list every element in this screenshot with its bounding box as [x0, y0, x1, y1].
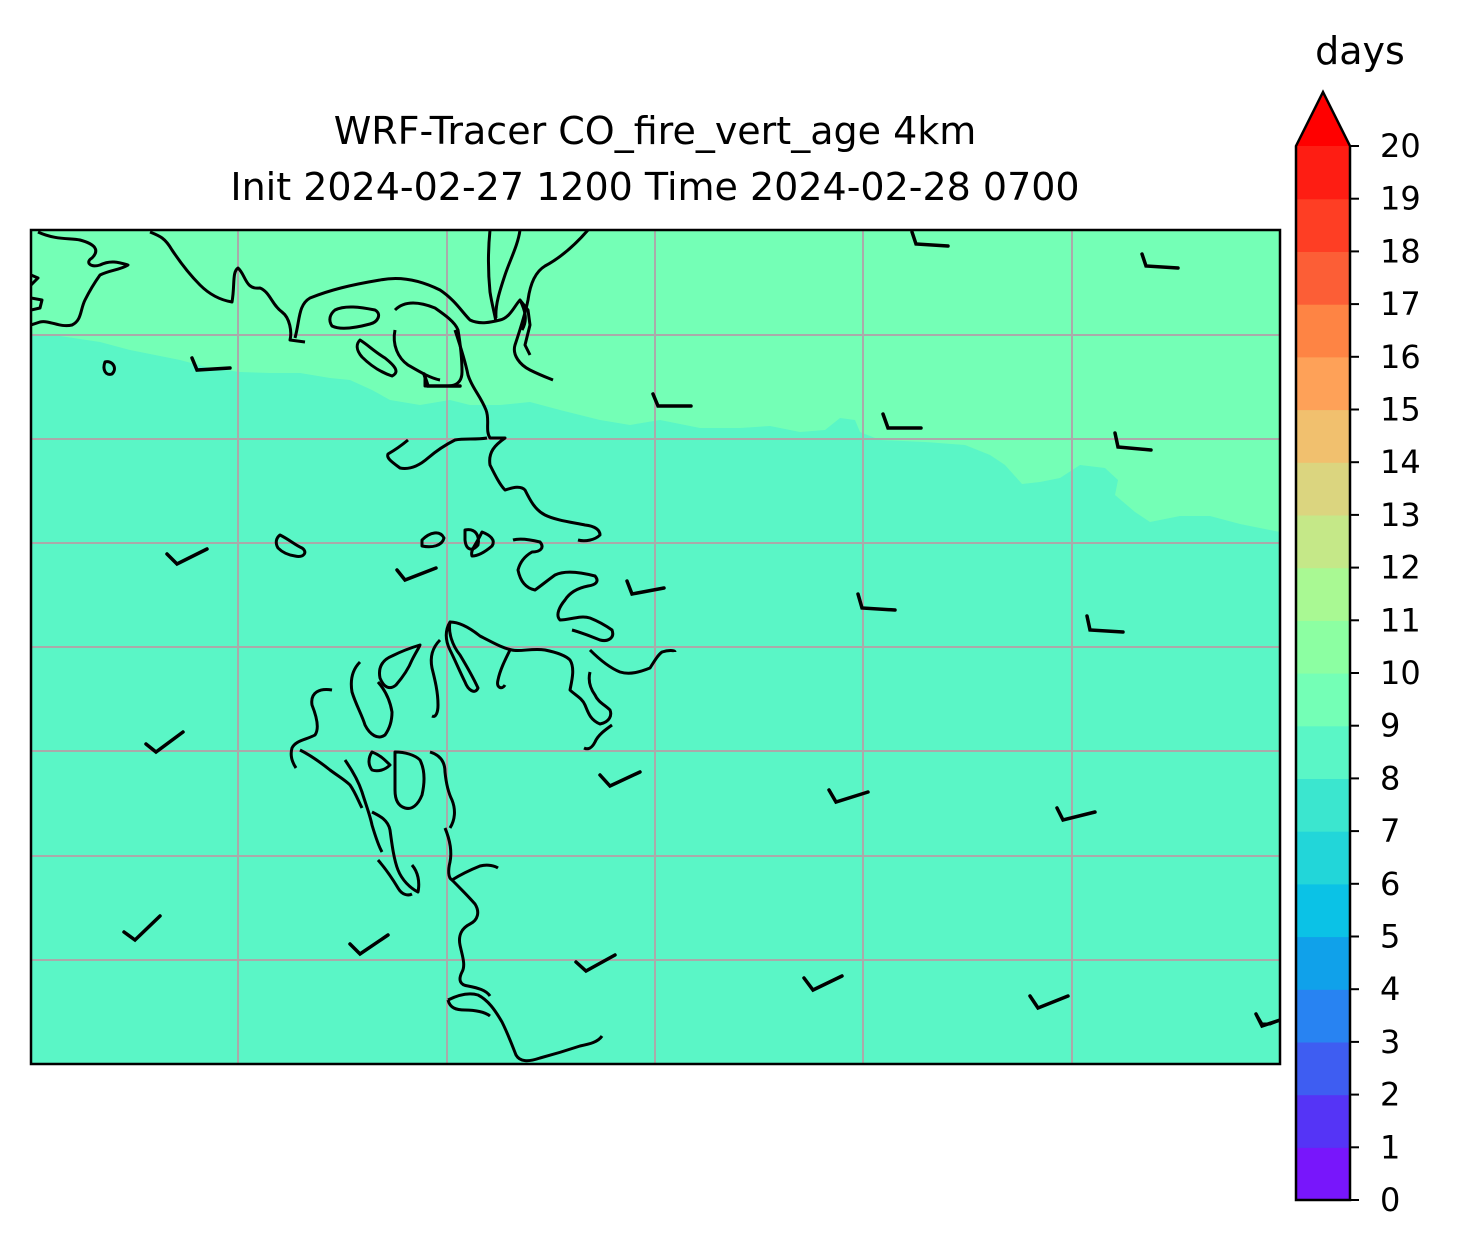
colorbar-segment — [1296, 778, 1350, 832]
wind-barb — [1113, 431, 1153, 452]
wind-barb — [1254, 1012, 1280, 1029]
wind-barb — [165, 547, 209, 567]
wind-barb — [190, 356, 232, 372]
wind-barb — [802, 974, 844, 993]
wind-barb — [348, 933, 390, 957]
wind-barb — [574, 953, 617, 974]
colorbar-unit-label: days — [1315, 29, 1405, 73]
colorbar-segment — [1296, 831, 1350, 885]
colorbar-tick-label: 7 — [1380, 812, 1400, 850]
colorbar-tick-label: 13 — [1380, 496, 1421, 534]
map-title-line1: WRF-Tracer CO_fire_vert_age 4km — [333, 109, 977, 153]
wind-barb — [827, 788, 870, 805]
wind-barb — [598, 770, 642, 789]
colorbar-tick-label: 3 — [1380, 1023, 1400, 1061]
colorbar-tick-label: 8 — [1380, 759, 1400, 797]
colorbar-outline — [1294, 89, 1352, 1202]
colorbar-segment — [1296, 1041, 1350, 1096]
colorbar-segment — [1296, 883, 1350, 938]
colorbar-segment — [1296, 567, 1350, 621]
colorbar-segment — [1296, 356, 1350, 411]
colorbar-segment — [1296, 620, 1350, 674]
colorbar-tick-label: 9 — [1380, 707, 1400, 745]
colorbar-segment — [1296, 989, 1350, 1043]
colorbar-segment — [1296, 304, 1350, 358]
colorbar-tick-label: 4 — [1380, 970, 1400, 1008]
colorbar-segment — [1296, 146, 1350, 200]
colorbar-tick-label: 12 — [1380, 549, 1421, 587]
colorbar-tick-label: 5 — [1380, 918, 1400, 956]
colorbar-segment — [1296, 251, 1350, 305]
wind-barb — [122, 914, 162, 943]
wind-barb — [881, 412, 923, 430]
map-frame — [29, 228, 1282, 1066]
colorbar-segment — [1296, 1147, 1350, 1201]
colorbar-segment — [1296, 673, 1350, 727]
wind-barb — [422, 372, 462, 388]
colorbar-segment — [1296, 1094, 1350, 1148]
wind-barb — [856, 592, 897, 612]
colorbar-tick-label: 1 — [1380, 1128, 1400, 1166]
colorbar-tick-label: 2 — [1380, 1076, 1400, 1114]
colorbar-tick-label: 15 — [1380, 391, 1421, 429]
wind-barb — [651, 392, 693, 408]
colorbar-extend-arrow — [1296, 92, 1350, 146]
colorbar-tick-label: 0 — [1380, 1181, 1400, 1219]
colorbar-tick-label: 19 — [1380, 180, 1421, 218]
wind-barb — [1028, 994, 1070, 1011]
wind-barb — [1140, 252, 1180, 270]
colorbar-segment — [1296, 936, 1350, 990]
map-gridlines — [31, 230, 1280, 1064]
wind-barb — [625, 579, 666, 596]
colorbar-segment — [1296, 198, 1350, 252]
wind-barb — [1055, 806, 1097, 823]
colorbar-tick-label: 20 — [1380, 127, 1421, 165]
colorbar-tick-label: 10 — [1380, 654, 1421, 692]
colorbar-tick-label: 6 — [1380, 865, 1400, 903]
coastlines — [31, 230, 1280, 1063]
colorbar-segment — [1296, 409, 1350, 463]
colorbar-segment — [1296, 514, 1350, 569]
colorbar-segment — [1296, 725, 1350, 779]
wind-barb — [144, 730, 185, 755]
colorbar-tick-label: 18 — [1380, 232, 1421, 270]
colorbar-tick-label: 17 — [1380, 285, 1421, 323]
wind-barb — [910, 230, 950, 248]
wind-barb — [395, 566, 438, 583]
colorbar-tick-label: 16 — [1380, 338, 1421, 376]
colorbar-segment — [1296, 462, 1350, 516]
wind-barbs — [122, 230, 1280, 1029]
colorbar-tick-label: 11 — [1380, 601, 1421, 639]
wind-barb — [1085, 614, 1125, 634]
colorbar-tick-label: 14 — [1380, 443, 1421, 481]
map-title-line2: Init 2024-02-27 1200 Time 2024-02-28 070… — [230, 165, 1080, 209]
